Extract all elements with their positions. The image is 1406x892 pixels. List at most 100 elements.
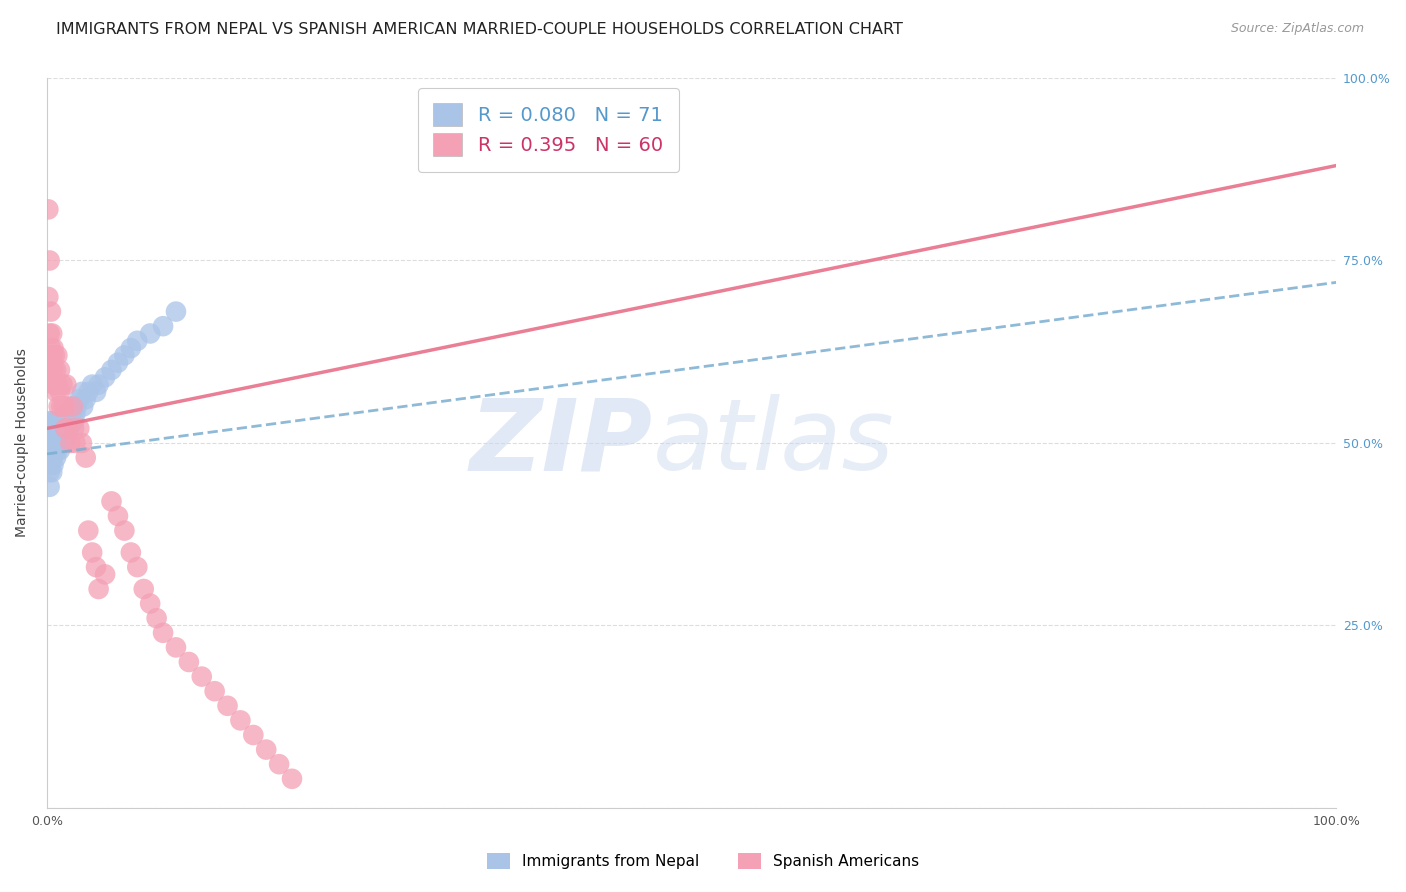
Text: atlas: atlas xyxy=(652,394,894,491)
Point xyxy=(41,428,63,442)
Point xyxy=(38,348,60,362)
Point xyxy=(46,348,69,362)
Point xyxy=(45,363,67,377)
Point xyxy=(100,494,122,508)
Point xyxy=(37,290,59,304)
Point xyxy=(44,428,66,442)
Point xyxy=(94,567,117,582)
Point xyxy=(37,202,59,217)
Point xyxy=(59,407,82,421)
Point xyxy=(41,348,63,362)
Point xyxy=(48,421,70,435)
Point xyxy=(55,400,77,414)
Point xyxy=(41,326,63,341)
Point xyxy=(67,392,90,407)
Point xyxy=(39,304,62,318)
Point xyxy=(217,698,239,713)
Point xyxy=(46,428,69,442)
Point xyxy=(53,421,76,435)
Point xyxy=(165,304,187,318)
Point xyxy=(55,428,77,442)
Point xyxy=(132,582,155,596)
Point xyxy=(38,436,60,450)
Point xyxy=(49,363,72,377)
Point xyxy=(42,458,65,472)
Point xyxy=(39,421,62,435)
Point xyxy=(46,377,69,392)
Point xyxy=(254,742,277,756)
Point xyxy=(56,414,79,428)
Point xyxy=(39,443,62,458)
Point xyxy=(42,341,65,355)
Point xyxy=(165,640,187,655)
Point xyxy=(41,414,63,428)
Point xyxy=(48,436,70,450)
Point xyxy=(139,326,162,341)
Point xyxy=(66,400,89,414)
Point xyxy=(37,421,59,435)
Point xyxy=(44,348,66,362)
Point xyxy=(38,253,60,268)
Point xyxy=(39,341,62,355)
Point xyxy=(107,356,129,370)
Point xyxy=(75,392,97,407)
Point xyxy=(127,334,149,348)
Point xyxy=(45,450,67,465)
Point xyxy=(94,370,117,384)
Point xyxy=(51,421,73,435)
Point xyxy=(65,407,87,421)
Point xyxy=(49,428,72,442)
Point xyxy=(152,625,174,640)
Point xyxy=(127,560,149,574)
Point xyxy=(38,326,60,341)
Point xyxy=(281,772,304,786)
Point xyxy=(51,414,73,428)
Point xyxy=(44,414,66,428)
Point xyxy=(145,611,167,625)
Point xyxy=(37,450,59,465)
Point xyxy=(38,421,60,435)
Point xyxy=(63,421,86,435)
Point xyxy=(112,348,135,362)
Point xyxy=(37,458,59,472)
Point xyxy=(38,465,60,479)
Point xyxy=(38,414,60,428)
Point xyxy=(38,443,60,458)
Point xyxy=(37,428,59,442)
Point xyxy=(204,684,226,698)
Point xyxy=(107,508,129,523)
Point xyxy=(42,421,65,435)
Point xyxy=(42,443,65,458)
Point xyxy=(82,377,104,392)
Point xyxy=(45,384,67,399)
Point xyxy=(269,757,291,772)
Point xyxy=(44,443,66,458)
Point xyxy=(58,421,80,435)
Legend: Immigrants from Nepal, Spanish Americans: Immigrants from Nepal, Spanish Americans xyxy=(481,847,925,875)
Point xyxy=(37,436,59,450)
Point xyxy=(120,545,142,559)
Point xyxy=(120,341,142,355)
Point xyxy=(100,363,122,377)
Point xyxy=(87,582,110,596)
Point xyxy=(82,545,104,559)
Point xyxy=(84,384,107,399)
Point xyxy=(70,436,93,450)
Text: Source: ZipAtlas.com: Source: ZipAtlas.com xyxy=(1230,22,1364,36)
Point xyxy=(67,421,90,435)
Point xyxy=(44,377,66,392)
Point xyxy=(39,436,62,450)
Text: IMMIGRANTS FROM NEPAL VS SPANISH AMERICAN MARRIED-COUPLE HOUSEHOLDS CORRELATION : IMMIGRANTS FROM NEPAL VS SPANISH AMERICA… xyxy=(56,22,903,37)
Point xyxy=(60,414,83,428)
Point xyxy=(42,363,65,377)
Point xyxy=(38,480,60,494)
Point xyxy=(45,421,67,435)
Point xyxy=(48,400,70,414)
Point xyxy=(112,524,135,538)
Point xyxy=(177,655,200,669)
Point xyxy=(39,458,62,472)
Point xyxy=(59,436,82,450)
Point xyxy=(55,407,77,421)
Point xyxy=(39,428,62,442)
Y-axis label: Married-couple Households: Married-couple Households xyxy=(15,349,30,537)
